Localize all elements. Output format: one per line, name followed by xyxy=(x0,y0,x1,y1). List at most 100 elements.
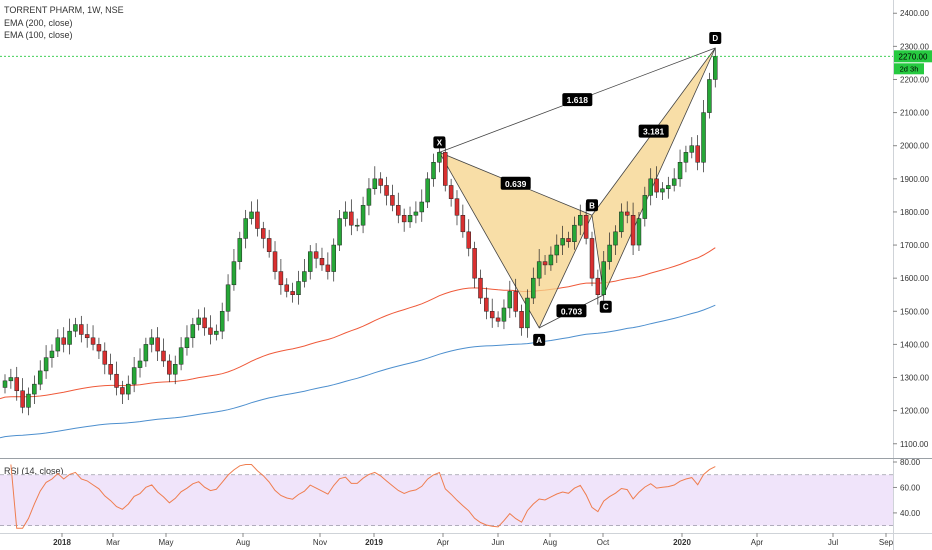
price-tick-label: 1600.00 xyxy=(900,274,929,283)
ratio-label-box xyxy=(638,124,669,138)
rsi-band xyxy=(0,474,893,526)
candle xyxy=(454,198,460,216)
pattern-point-d-box xyxy=(709,32,722,45)
candle xyxy=(155,337,160,352)
candle xyxy=(413,211,419,216)
candle xyxy=(425,178,430,203)
candle xyxy=(349,211,354,226)
candle xyxy=(184,337,190,348)
price-tick-label: 1900.00 xyxy=(900,175,929,184)
candle xyxy=(131,367,137,385)
candle xyxy=(61,337,66,345)
ema200-legend[interactable]: EMA (200, close) xyxy=(4,17,73,28)
candle xyxy=(660,188,665,193)
candle xyxy=(126,383,131,395)
candle xyxy=(96,344,102,352)
candle xyxy=(654,178,659,193)
countdown-label: 2d 3h xyxy=(900,64,919,73)
pattern-point-a-box xyxy=(533,333,546,346)
candle xyxy=(178,347,184,365)
pattern-point-label: C xyxy=(603,303,609,312)
candle xyxy=(478,277,483,299)
time-tick-label: Jun xyxy=(492,538,505,547)
candle xyxy=(143,344,149,362)
candle xyxy=(319,258,325,266)
price-tick-label: 2100.00 xyxy=(900,109,929,118)
candle xyxy=(507,291,513,309)
candle xyxy=(578,215,583,226)
candle xyxy=(607,244,612,262)
candle xyxy=(407,215,413,223)
time-tick-label: May xyxy=(158,538,173,547)
candle xyxy=(73,324,78,332)
candle xyxy=(713,56,718,80)
candle xyxy=(707,79,712,113)
candle xyxy=(460,215,466,233)
pattern-point-label: A xyxy=(536,336,542,345)
price-tick-label: 2300.00 xyxy=(900,42,929,51)
time-tick-label: Sep xyxy=(879,538,894,547)
candle xyxy=(536,261,542,279)
candle xyxy=(366,188,372,206)
candle xyxy=(225,284,231,312)
candle xyxy=(519,311,524,329)
price-tick-label: 1500.00 xyxy=(900,307,929,316)
candle xyxy=(566,238,571,242)
candle xyxy=(472,248,477,279)
price-tick-label: 1200.00 xyxy=(900,407,929,416)
candle xyxy=(589,238,595,279)
candle xyxy=(531,277,536,299)
candle xyxy=(102,350,108,365)
candle xyxy=(214,330,219,335)
candle xyxy=(701,112,706,163)
candle xyxy=(290,291,295,295)
candle xyxy=(172,364,178,375)
candle xyxy=(219,311,225,332)
price-tick-label: 1300.00 xyxy=(900,374,929,383)
candle xyxy=(677,162,683,180)
candle xyxy=(190,324,196,339)
candle xyxy=(302,271,307,282)
last-price-label: 2270.00 xyxy=(899,52,928,61)
candle xyxy=(466,231,471,249)
candle xyxy=(560,238,565,246)
candles xyxy=(2,47,718,416)
countdown-badge xyxy=(894,63,924,75)
symbol-title: TORRENT PHARM, 1W, NSE xyxy=(4,5,124,15)
time-tick-label: 2019 xyxy=(365,538,383,547)
candle xyxy=(624,211,630,216)
ratio-label-box xyxy=(562,93,593,107)
candle xyxy=(572,224,577,242)
pattern-point-label: D xyxy=(712,34,718,43)
candle xyxy=(489,311,495,319)
price-tick-label: 1100.00 xyxy=(900,440,929,449)
time-tick-label: Oct xyxy=(597,538,610,547)
candle xyxy=(67,330,72,345)
candle xyxy=(613,231,618,246)
candle xyxy=(396,205,401,216)
time-tick-label: Nov xyxy=(313,538,327,547)
candle xyxy=(601,261,606,295)
candle xyxy=(325,264,331,272)
candle xyxy=(689,145,695,153)
candle xyxy=(331,244,336,272)
ratio-label: 1.618 xyxy=(567,95,589,105)
candle xyxy=(255,211,260,229)
candle xyxy=(108,364,113,375)
rsi-legend[interactable]: RSI (14, close) xyxy=(4,466,64,476)
candle xyxy=(120,387,125,395)
candle xyxy=(666,185,671,190)
pattern-point-x-box xyxy=(433,136,446,149)
candle xyxy=(419,201,425,213)
time-tick-label: Aug xyxy=(236,538,250,547)
candle xyxy=(14,377,19,392)
time-tick-label: Apr xyxy=(751,538,764,547)
ema100-legend[interactable]: EMA (100, close) xyxy=(4,30,73,40)
time-tick-label: Jul xyxy=(828,538,838,547)
candle xyxy=(542,261,548,266)
candle xyxy=(360,205,366,226)
candle xyxy=(431,162,436,180)
chart-legend: TORRENT PHARM, 1W, NSE EMA (200, close) … xyxy=(4,4,124,42)
candle xyxy=(636,218,642,246)
